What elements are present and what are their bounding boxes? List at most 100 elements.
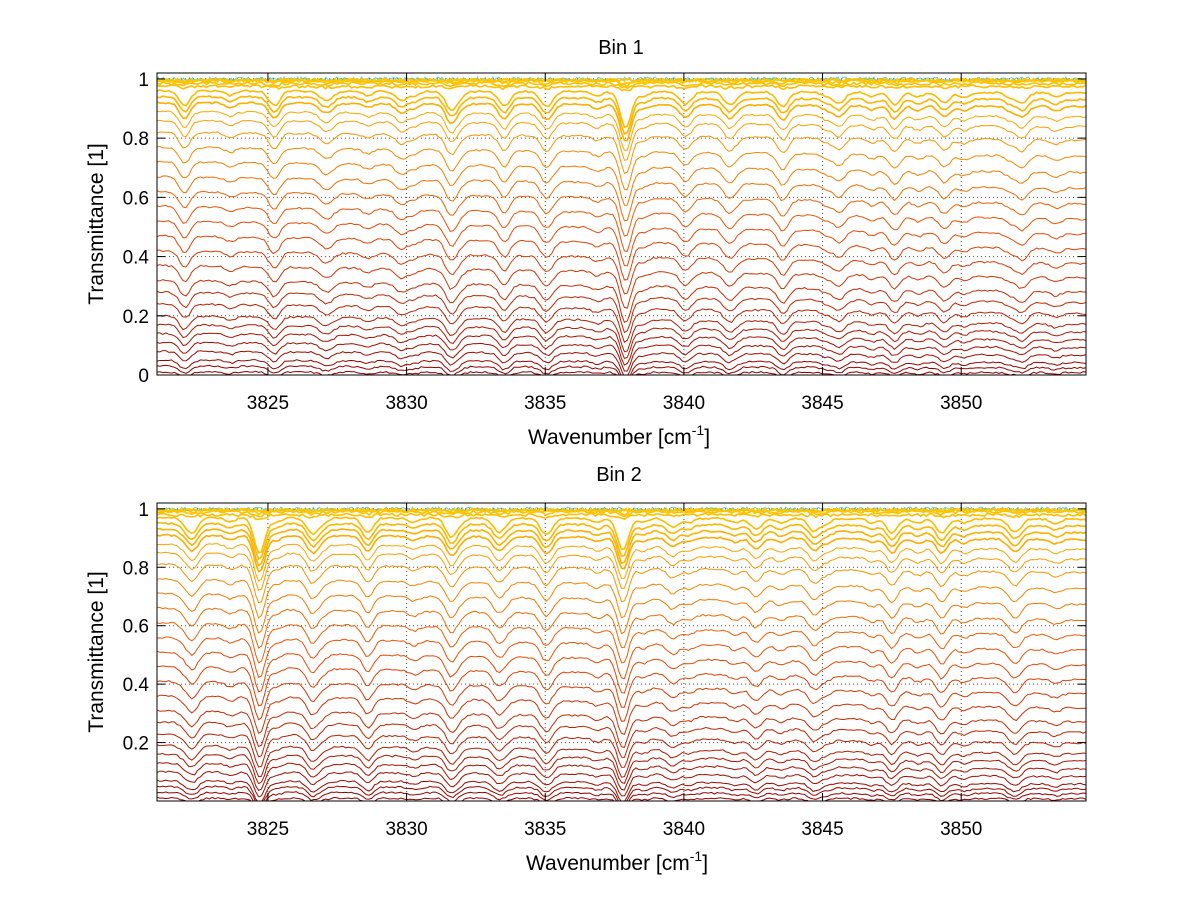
- series-line: [157, 323, 1086, 360]
- series-line-top: [157, 77, 1086, 84]
- series-line: [157, 733, 1086, 768]
- series-line: [157, 249, 1086, 295]
- series-line: [157, 577, 1086, 619]
- x-axis-label: Wavenumber [cm-1]: [526, 848, 708, 875]
- x-tick-label: 3850: [940, 819, 982, 840]
- series-line: [157, 314, 1086, 353]
- x-tick-label: 3845: [801, 819, 843, 840]
- series-line: [157, 606, 1086, 649]
- series-line: [157, 744, 1086, 778]
- y-tick-label: 1: [138, 70, 149, 91]
- series-line: [157, 650, 1086, 694]
- series-line: [157, 332, 1086, 366]
- series-line: [157, 80, 1086, 90]
- series-line: [157, 220, 1086, 267]
- y-axis-label: Transmittance [1]: [85, 143, 108, 304]
- series-line: [157, 680, 1086, 722]
- series-line: [157, 95, 1086, 135]
- series-line: [157, 160, 1086, 206]
- series-line: [157, 302, 1086, 344]
- series-line: [157, 145, 1086, 191]
- series-line: [157, 543, 1086, 582]
- series-line: [157, 290, 1086, 334]
- plot-frame: [156, 72, 1087, 376]
- y-tick-label: 0.6: [123, 617, 149, 638]
- x-axis-label-main: Wavenumber [cm: [526, 852, 690, 875]
- series-line: [157, 264, 1086, 309]
- series-line: [157, 621, 1086, 664]
- series-line: [157, 796, 1086, 801]
- series-line: [157, 762, 1086, 792]
- x-tick-label: 3825: [247, 393, 289, 414]
- series-line: [157, 694, 1086, 736]
- x-tick-labels: 3825 3830 3835 3840 3845 3850: [247, 73, 982, 414]
- series-group: [157, 505, 1086, 801]
- series-line: [157, 512, 1086, 521]
- x-tick-label: 3835: [524, 393, 566, 414]
- x-axis-label: Wavenumber [cm-1]: [528, 422, 710, 449]
- series-line: [157, 364, 1086, 375]
- series-line: [157, 721, 1086, 759]
- x-tick-label: 3830: [385, 393, 427, 414]
- x-axis-label-main: Wavenumber [cm: [528, 426, 692, 449]
- series-line: [157, 101, 1086, 142]
- series-line: [157, 350, 1086, 375]
- y-tick-label: 0.6: [123, 188, 149, 209]
- x-tick-label: 3850: [940, 393, 982, 414]
- y-tick-label: 0.4: [123, 675, 150, 696]
- x-axis-label-end: ]: [702, 852, 708, 875]
- x-tick-label: 3835: [524, 819, 566, 840]
- series-line: [157, 279, 1086, 323]
- x-tick-label: 3840: [663, 819, 705, 840]
- series-line: [157, 665, 1086, 708]
- series-line: [157, 770, 1086, 798]
- series-line: [157, 533, 1086, 573]
- plot-frame: [156, 502, 1087, 802]
- series-line: [157, 119, 1086, 161]
- series-line: [157, 204, 1086, 252]
- series-line: [157, 563, 1086, 604]
- y-tick-label: 0.2: [123, 734, 149, 755]
- series-line: [157, 551, 1086, 591]
- series-line: [157, 752, 1086, 785]
- series-line: [157, 779, 1086, 801]
- series-line: [157, 110, 1086, 151]
- chart-title: Bin 2: [596, 464, 642, 486]
- chart-bin-1: Bin 1 3825 3830 3835 3840 3845 3850 0 0.2 0.4 0.…: [85, 37, 1087, 449]
- series-line: [157, 190, 1086, 237]
- x-tick-labels: 3825 3830 3835 3840 3845 3850: [247, 503, 982, 840]
- series-line: [157, 234, 1086, 281]
- series-line-top: [157, 507, 1086, 514]
- x-tick-label: 3830: [385, 819, 427, 840]
- series-group: [157, 76, 1086, 375]
- y-tick-label: 1: [138, 500, 149, 521]
- series-line: [157, 521, 1086, 561]
- series-line: [157, 370, 1086, 375]
- chart-bin-2: Bin 2 3825 3830 3835 3840 3845 3850 0.2 0.4 0.6…: [85, 464, 1087, 875]
- y-tick-label: 0.8: [123, 558, 149, 579]
- series-line: [157, 592, 1086, 635]
- series-line: [157, 84, 1086, 92]
- y-tick-labels: 0 0.2 0.4 0.6 0.8 1: [123, 70, 1086, 387]
- series-line: [157, 527, 1086, 567]
- y-axis-label: Transmittance [1]: [85, 571, 108, 732]
- y-tick-label: 0: [138, 366, 149, 387]
- x-axis-label-sup: -1: [692, 422, 705, 438]
- x-tick-label: 3825: [247, 819, 289, 840]
- series-line: [157, 359, 1086, 375]
- x-axis-label-sup: -1: [690, 848, 703, 864]
- series-line: [157, 341, 1086, 372]
- series-line: [157, 131, 1086, 174]
- series-line: [157, 89, 1086, 129]
- series-line: [157, 516, 1086, 554]
- series-line: [157, 509, 1086, 518]
- series-line: [157, 791, 1086, 801]
- y-tick-label: 0.4: [123, 248, 150, 269]
- x-tick-label: 3845: [801, 393, 843, 414]
- series-line: [157, 636, 1086, 680]
- y-tick-label: 0.2: [123, 307, 149, 328]
- x-tick-label: 3840: [663, 393, 705, 414]
- x-axis-label-end: ]: [704, 426, 710, 449]
- y-tick-labels: 0.2 0.4 0.6 0.8 1: [123, 500, 1086, 755]
